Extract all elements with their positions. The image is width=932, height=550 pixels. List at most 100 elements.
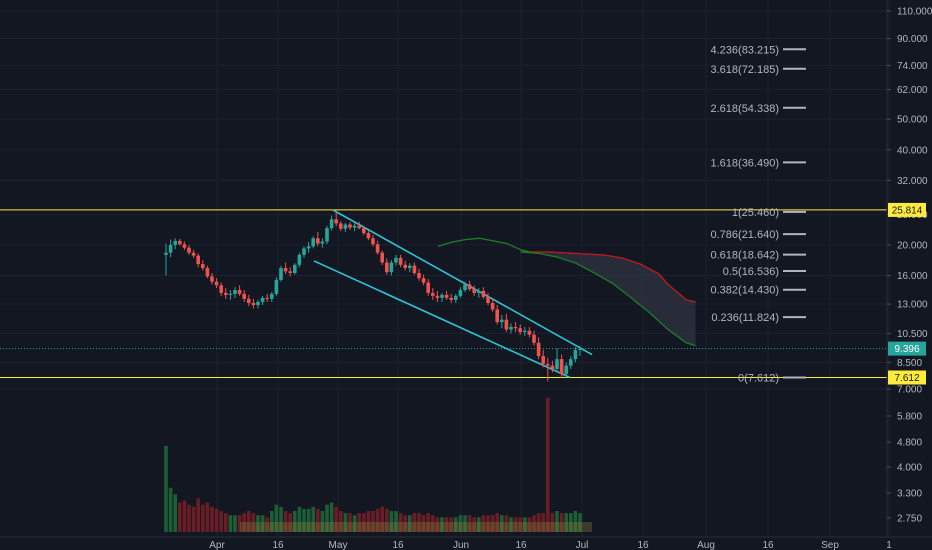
volume-bar xyxy=(467,515,472,532)
horizontal-levels[interactable] xyxy=(0,209,887,378)
volume-bar xyxy=(408,515,412,532)
candle-body xyxy=(486,296,490,303)
candle-body xyxy=(426,282,430,293)
candle-body xyxy=(242,293,246,299)
volume-bar xyxy=(196,498,200,532)
volume-bar xyxy=(573,511,578,532)
candle-body xyxy=(357,225,361,229)
volume-bar xyxy=(500,515,504,532)
price-tick-label: 62.000 xyxy=(897,85,928,96)
volume-bar xyxy=(444,517,449,532)
time-tick-label: Sep xyxy=(821,540,839,550)
price-tick-label: 40.000 xyxy=(897,145,928,156)
volume-bar xyxy=(394,511,398,532)
candle-body xyxy=(550,365,555,369)
fib-extension[interactable]: 4.236(83.215) 3.618(72.185) 2.618(54.338) 1… xyxy=(711,44,807,384)
volume-bar xyxy=(421,515,426,532)
candle-body xyxy=(168,244,173,253)
volume-bar xyxy=(417,513,421,532)
volume-bar xyxy=(477,517,481,532)
price-tag-last-bg xyxy=(888,341,926,356)
volume-bar xyxy=(320,511,325,532)
cloud-green-top-line xyxy=(437,237,531,253)
volume-bar xyxy=(306,508,311,532)
volume-bar xyxy=(490,515,495,532)
candle-body xyxy=(403,264,407,269)
candle-body xyxy=(329,219,334,229)
candle-body xyxy=(182,244,187,248)
time-tick-label: 16 xyxy=(762,540,774,550)
volume-bar xyxy=(251,513,256,532)
candle-body xyxy=(546,363,550,366)
volume-bar xyxy=(578,513,582,532)
fib-level-label: 3.618(72.185) xyxy=(711,64,780,76)
time-tick-label: 1 xyxy=(886,540,892,550)
candle-body xyxy=(564,365,568,375)
fib-level-label: 0.382(14.430) xyxy=(711,285,780,297)
volume-bar xyxy=(348,513,352,532)
descending-channel[interactable] xyxy=(313,209,593,379)
candle-body xyxy=(385,262,389,273)
candle-body xyxy=(412,265,417,274)
candle-body xyxy=(237,290,242,294)
price-tag-lower-bg xyxy=(888,370,926,385)
volume-bar xyxy=(371,511,375,532)
candle-body xyxy=(490,302,495,310)
candle-body xyxy=(513,326,518,329)
candle-body xyxy=(569,359,573,366)
volume-tick-label: 5.800 xyxy=(897,412,922,423)
volume-bar xyxy=(504,515,509,532)
candle-body xyxy=(375,244,380,253)
volume-tick-label: 4.800 xyxy=(897,438,922,449)
volume-bar xyxy=(513,517,518,532)
volume-bar xyxy=(219,511,223,532)
ichimoku-cloud xyxy=(437,237,696,347)
volume-bar xyxy=(375,508,380,532)
candle-body xyxy=(274,279,279,294)
volume-bar xyxy=(256,515,260,532)
candle-body xyxy=(320,241,325,244)
candle-body xyxy=(173,240,177,245)
candle-body xyxy=(371,238,375,245)
volume-bar xyxy=(237,515,242,532)
candles xyxy=(164,209,582,382)
volume-bar xyxy=(472,517,476,532)
volume-bar xyxy=(224,513,228,532)
volume-bar xyxy=(279,506,283,532)
volume-bar xyxy=(541,513,545,532)
volume-bar xyxy=(536,513,541,532)
candle-body xyxy=(334,219,338,224)
candle-body xyxy=(417,273,421,279)
candle-body xyxy=(555,359,559,369)
candle-body xyxy=(504,319,509,330)
candle-body xyxy=(431,292,435,296)
candle-body xyxy=(481,290,486,297)
candle-body xyxy=(394,257,398,263)
volume-bar xyxy=(389,511,394,532)
volume-bar xyxy=(435,517,440,532)
volume-bar xyxy=(431,515,435,532)
time-tick-label: Jun xyxy=(453,540,469,550)
candle-body xyxy=(256,301,260,306)
volume-bar xyxy=(454,517,458,532)
volume-bar xyxy=(270,511,274,532)
price-tag-upper-bg xyxy=(888,202,926,217)
price-tick-label: 74.000 xyxy=(897,61,928,72)
volume-bar xyxy=(210,506,214,532)
price-tick-label: 90.000 xyxy=(897,34,928,45)
time-axis[interactable]: Apr 16 May 16 Jun 16 Jul 16 Aug 16 Sep 1 xyxy=(209,540,892,550)
price-axis[interactable]: 110.000 90.000 74.000 62.000 50.000 40.000 32.… xyxy=(887,7,932,396)
candle-body xyxy=(440,294,444,298)
cloud-red-line xyxy=(520,251,696,303)
cloud-fill xyxy=(520,251,696,346)
volume-bar xyxy=(228,515,233,532)
candle-body xyxy=(288,271,292,274)
fib-level-label: 4.236(83.215) xyxy=(711,44,780,56)
volume-bar xyxy=(458,515,463,532)
volume-bar xyxy=(164,445,168,532)
volume-bar xyxy=(523,517,527,532)
volume-bar xyxy=(352,515,357,532)
volume-bar xyxy=(173,494,177,532)
volume-bar xyxy=(412,513,417,532)
